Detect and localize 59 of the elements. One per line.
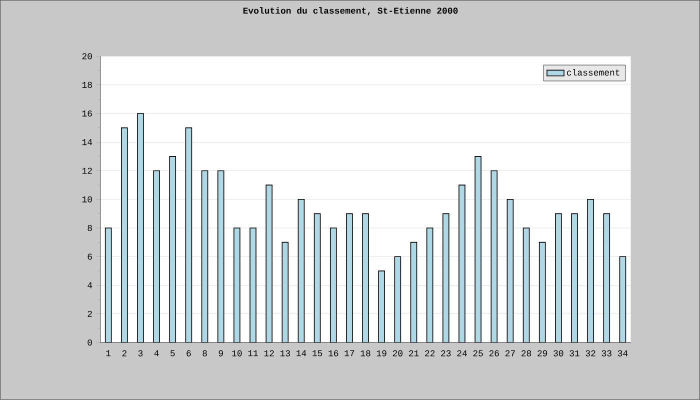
x-tick-label: 14 (296, 350, 306, 356)
x-tick-label: 11 (248, 350, 258, 356)
x-tick-label: 33 (602, 350, 612, 356)
x-tick-label: 16 (328, 350, 338, 356)
x-tick-label: 34 (618, 350, 628, 356)
y-tick-label: 16 (82, 110, 92, 117)
x-tick-label: 17 (344, 350, 354, 356)
y-tick-label: 20 (82, 53, 92, 60)
x-tick-label: 26 (489, 350, 499, 356)
x-tick-label: 12 (264, 350, 274, 356)
y-tick-label: 4 (88, 282, 92, 288)
bar (201, 170, 208, 343)
y-tick-label: 0 (88, 340, 92, 346)
x-tick-label: 20 (392, 350, 402, 356)
x-tick-label: 10 (232, 350, 242, 356)
bar (394, 256, 402, 343)
x-tick-label: 18 (360, 350, 370, 356)
bar (217, 170, 224, 343)
bar (522, 228, 530, 343)
x-tick-label: 32 (586, 350, 596, 356)
x-tick-label: 28 (522, 350, 532, 356)
x-tick-label: 3 (138, 350, 143, 356)
x-tick-label: 6 (186, 350, 191, 356)
y-tick-label: 14 (82, 139, 92, 146)
bar (298, 199, 305, 343)
y-tick-label: 12 (82, 168, 92, 174)
y-tick-label: 6 (88, 254, 92, 260)
x-tick-label: 4 (154, 350, 159, 356)
bar (426, 228, 434, 343)
legend-label: classement (566, 69, 620, 76)
x-tick-label: 2 (122, 350, 126, 356)
x-tick-label: 9 (218, 350, 223, 356)
x-tick-label: 19 (376, 350, 386, 356)
x-tick-label: 8 (202, 350, 207, 356)
bar (506, 199, 514, 343)
x-tick-label: 21 (408, 350, 419, 356)
x-tick-label: 1 (106, 350, 111, 356)
y-tick-label: 10 (82, 196, 92, 203)
x-tick-label: 24 (457, 350, 467, 356)
x-tick-label: 25 (473, 350, 483, 356)
bar (314, 213, 321, 343)
x-tick-label: 31 (570, 350, 580, 356)
chart-title: Evolution du classement, St-Etienne 2000 (243, 7, 458, 16)
y-tick-label: 18 (82, 82, 92, 88)
x-tick-label: 23 (441, 350, 451, 356)
y-tick-label: 2 (88, 310, 92, 317)
y-tick-label: 8 (88, 225, 92, 232)
x-tick-label: 13 (280, 350, 290, 356)
bar (619, 256, 626, 343)
x-tick-label: 15 (312, 350, 322, 356)
x-tick-label: 22 (425, 350, 435, 356)
bar (104, 228, 112, 343)
bar (538, 242, 546, 343)
x-tick-label: 30 (554, 350, 564, 356)
x-tick-label: 29 (538, 350, 548, 356)
bar (410, 242, 418, 343)
bar (185, 128, 192, 343)
x-tick-label: 5 (170, 350, 175, 356)
x-tick-label: 27 (505, 350, 515, 356)
